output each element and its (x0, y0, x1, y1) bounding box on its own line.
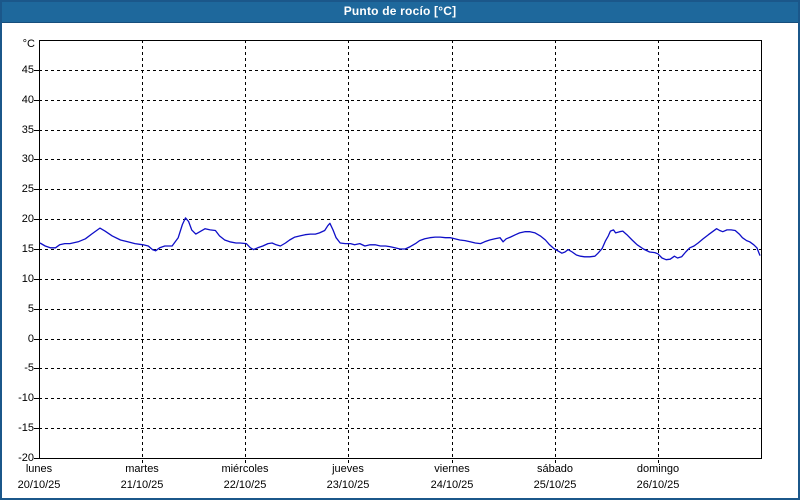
y-axis-unit-label: °C (22, 38, 35, 50)
y-axis-tick-label: 30 (21, 153, 34, 165)
x-axis-date-label: 20/10/25 (17, 479, 61, 491)
title-bar: Punto de rocío [°C] (0, 0, 800, 23)
x-axis-day-label: martes (125, 463, 159, 475)
chart-title: Punto de rocío [°C] (343, 4, 457, 18)
x-axis-day-label: lunes (25, 463, 53, 475)
y-axis-tick-label: 10 (21, 273, 34, 285)
y-axis-tick-label: 25 (21, 183, 34, 195)
dew-point-series-line (39, 217, 761, 261)
y-axis-tick-label: 40 (21, 94, 34, 106)
x-axis-date-label: 22/10/25 (223, 479, 267, 491)
y-axis-tick-label: 5 (27, 303, 34, 315)
y-axis-tick-label: -5 (24, 362, 34, 374)
y-axis-tick-label: 15 (21, 243, 34, 255)
x-axis-date-label: 24/10/25 (430, 479, 474, 491)
y-axis-tick-label: 35 (21, 124, 34, 136)
x-axis-date-label: 26/10/25 (636, 479, 680, 491)
x-axis-date-label: 21/10/25 (120, 479, 164, 491)
x-axis-day-label: jueves (332, 463, 364, 475)
y-axis-tick-label: -20 (18, 452, 34, 464)
x-axis-day-label: sábado (536, 463, 574, 475)
y-axis-tick-label: 0 (27, 333, 34, 345)
y-axis-tick-label: 45 (21, 64, 34, 76)
y-axis-tick-label: 20 (21, 213, 34, 225)
x-axis-date-label: 25/10/25 (533, 479, 577, 491)
x-axis-day-label: miércoles (221, 463, 269, 475)
x-axis-day-label: viernes (434, 463, 470, 475)
y-axis-tick-label: -15 (18, 422, 34, 434)
y-axis-tick-label: -10 (18, 392, 34, 404)
x-axis-day-label: domingo (636, 463, 680, 475)
x-axis-date-label: 23/10/25 (326, 479, 370, 491)
plot-border (39, 40, 762, 459)
